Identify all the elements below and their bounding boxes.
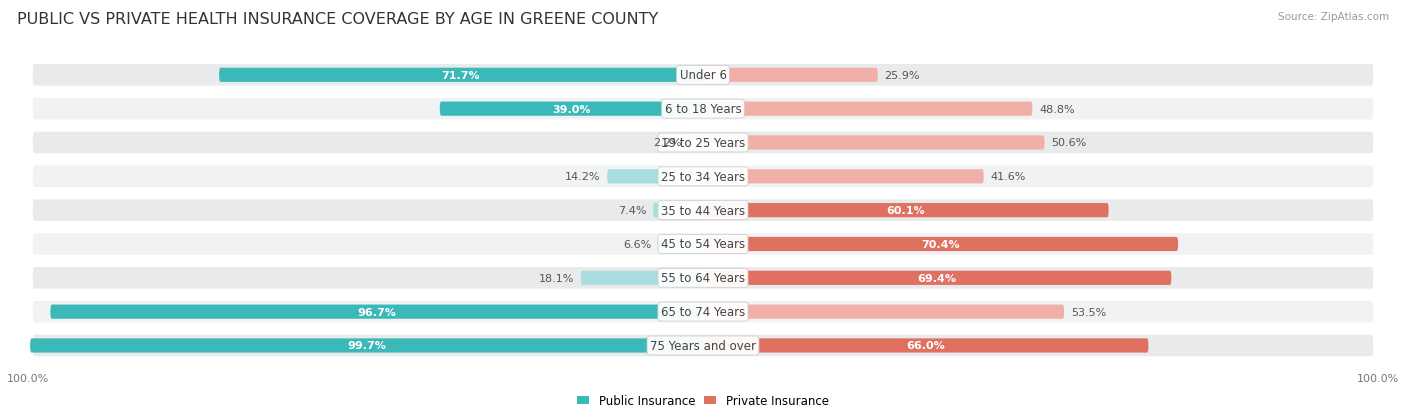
FancyBboxPatch shape: [703, 69, 877, 83]
Text: PUBLIC VS PRIVATE HEALTH INSURANCE COVERAGE BY AGE IN GREENE COUNTY: PUBLIC VS PRIVATE HEALTH INSURANCE COVER…: [17, 12, 658, 27]
Text: Source: ZipAtlas.com: Source: ZipAtlas.com: [1278, 12, 1389, 22]
Text: 41.6%: 41.6%: [990, 172, 1026, 182]
Text: 69.4%: 69.4%: [918, 273, 956, 283]
Text: 66.0%: 66.0%: [907, 341, 945, 351]
Text: 35 to 44 Years: 35 to 44 Years: [661, 204, 745, 217]
FancyBboxPatch shape: [31, 97, 1375, 121]
Text: 50.6%: 50.6%: [1052, 138, 1087, 148]
FancyBboxPatch shape: [31, 266, 1375, 290]
Text: 48.8%: 48.8%: [1039, 104, 1074, 114]
FancyBboxPatch shape: [658, 237, 703, 252]
Text: 25 to 34 Years: 25 to 34 Years: [661, 171, 745, 183]
FancyBboxPatch shape: [31, 199, 1375, 223]
Text: 39.0%: 39.0%: [553, 104, 591, 114]
Text: 25.9%: 25.9%: [884, 71, 920, 81]
FancyBboxPatch shape: [607, 170, 703, 184]
Text: 75 Years and over: 75 Years and over: [650, 339, 756, 352]
FancyBboxPatch shape: [31, 300, 1375, 324]
Text: 60.1%: 60.1%: [887, 206, 925, 216]
Text: 6.6%: 6.6%: [623, 240, 652, 249]
Text: 18.1%: 18.1%: [538, 273, 574, 283]
Text: 96.7%: 96.7%: [357, 307, 396, 317]
FancyBboxPatch shape: [688, 136, 703, 150]
Text: 14.2%: 14.2%: [565, 172, 600, 182]
Text: 2.2%: 2.2%: [652, 138, 682, 148]
FancyBboxPatch shape: [703, 237, 1178, 252]
Text: 70.4%: 70.4%: [921, 240, 960, 249]
FancyBboxPatch shape: [30, 339, 703, 353]
FancyBboxPatch shape: [703, 170, 984, 184]
Text: 6 to 18 Years: 6 to 18 Years: [665, 103, 741, 116]
FancyBboxPatch shape: [219, 69, 703, 83]
Text: 45 to 54 Years: 45 to 54 Years: [661, 238, 745, 251]
FancyBboxPatch shape: [51, 305, 703, 319]
FancyBboxPatch shape: [703, 271, 1171, 285]
FancyBboxPatch shape: [703, 102, 1032, 116]
FancyBboxPatch shape: [31, 333, 1375, 358]
Text: 71.7%: 71.7%: [441, 71, 481, 81]
FancyBboxPatch shape: [440, 102, 703, 116]
Text: 65 to 74 Years: 65 to 74 Years: [661, 305, 745, 318]
FancyBboxPatch shape: [703, 136, 1045, 150]
FancyBboxPatch shape: [31, 131, 1375, 155]
FancyBboxPatch shape: [31, 64, 1375, 88]
FancyBboxPatch shape: [703, 204, 1108, 218]
FancyBboxPatch shape: [652, 204, 703, 218]
Text: 99.7%: 99.7%: [347, 341, 387, 351]
Legend: Public Insurance, Private Insurance: Public Insurance, Private Insurance: [572, 389, 834, 412]
FancyBboxPatch shape: [581, 271, 703, 285]
FancyBboxPatch shape: [31, 232, 1375, 256]
Text: Under 6: Under 6: [679, 69, 727, 82]
FancyBboxPatch shape: [703, 305, 1064, 319]
Text: 7.4%: 7.4%: [617, 206, 647, 216]
Text: 55 to 64 Years: 55 to 64 Years: [661, 272, 745, 285]
FancyBboxPatch shape: [703, 339, 1149, 353]
FancyBboxPatch shape: [31, 165, 1375, 189]
Text: 19 to 25 Years: 19 to 25 Years: [661, 137, 745, 150]
Text: 53.5%: 53.5%: [1071, 307, 1107, 317]
